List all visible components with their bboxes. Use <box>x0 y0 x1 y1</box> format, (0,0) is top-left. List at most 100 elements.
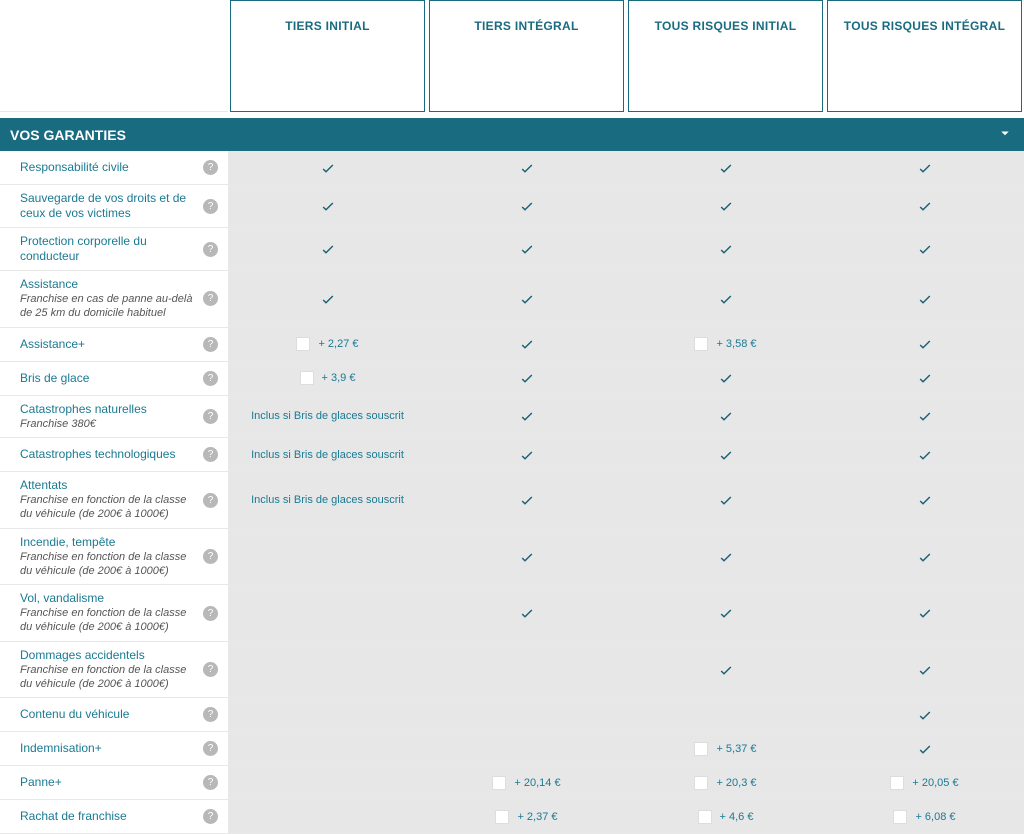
guarantee-label[interactable]: Contenu du véhicule <box>20 707 129 722</box>
cell-included <box>427 185 626 228</box>
guarantee-label[interactable]: Panne+ <box>20 775 62 790</box>
cell-included <box>825 328 1024 362</box>
option-checkbox[interactable] <box>694 742 708 756</box>
guarantee-label[interactable]: Assistance+ <box>20 337 85 352</box>
guarantee-label[interactable]: Protection corporelle du conducteur <box>20 234 195 264</box>
header-empty <box>0 0 228 112</box>
check-icon <box>917 336 933 352</box>
help-icon[interactable]: ? <box>203 409 218 424</box>
cell-included <box>825 438 1024 472</box>
guarantee-label-cell: Responsabilité civile? <box>0 151 228 185</box>
check-icon <box>917 707 933 723</box>
cell-included <box>825 185 1024 228</box>
cell-included <box>825 732 1024 766</box>
check-icon <box>718 291 734 307</box>
guarantee-label[interactable]: Assistance <box>20 277 195 292</box>
guarantee-label[interactable]: Dommages accidentels <box>20 648 195 663</box>
help-icon[interactable]: ? <box>203 199 218 214</box>
cell-included <box>825 362 1024 396</box>
check-icon <box>519 198 535 214</box>
cell-empty <box>228 800 427 834</box>
cell-included <box>825 151 1024 185</box>
check-icon <box>718 370 734 386</box>
check-icon <box>320 198 336 214</box>
cell-text: Inclus si Bris de glaces souscrit <box>228 396 427 439</box>
cell-text: Inclus si Bris de glaces souscrit <box>228 472 427 529</box>
cell-option: + 20,05 € <box>825 766 1024 800</box>
help-icon[interactable]: ? <box>203 707 218 722</box>
cell-included <box>626 362 825 396</box>
check-icon <box>718 408 734 424</box>
help-icon[interactable]: ? <box>203 337 218 352</box>
cell-empty <box>427 642 626 699</box>
cell-included <box>427 529 626 586</box>
guarantee-label[interactable]: Incendie, tempête <box>20 535 195 550</box>
check-icon <box>519 408 535 424</box>
check-icon <box>718 447 734 463</box>
cell-included <box>626 151 825 185</box>
check-icon <box>718 492 734 508</box>
option-checkbox[interactable] <box>492 776 506 790</box>
cell-text: Inclus si Bris de glaces souscrit <box>228 438 427 472</box>
help-icon[interactable]: ? <box>203 447 218 462</box>
guarantee-sublabel: Franchise en fonction de la classe du vé… <box>20 664 195 692</box>
cell-empty <box>626 698 825 732</box>
cell-included <box>427 585 626 642</box>
help-icon[interactable]: ? <box>203 160 218 175</box>
help-icon[interactable]: ? <box>203 549 218 564</box>
cell-included <box>825 472 1024 529</box>
cell-empty <box>228 529 427 586</box>
guarantee-label-cell: Indemnisation+? <box>0 732 228 766</box>
help-icon[interactable]: ? <box>203 662 218 677</box>
guarantee-label[interactable]: Attentats <box>20 478 195 493</box>
plan-header: TOUS RISQUES INITIAL <box>628 0 823 112</box>
section-header[interactable]: VOS GARANTIES <box>0 118 1024 151</box>
option-checkbox[interactable] <box>893 810 907 824</box>
check-icon <box>519 605 535 621</box>
cell-option: + 3,9 € <box>228 362 427 396</box>
option-checkbox[interactable] <box>495 810 509 824</box>
help-icon[interactable]: ? <box>203 741 218 756</box>
cell-included <box>825 585 1024 642</box>
cell-included <box>427 271 626 328</box>
help-icon[interactable]: ? <box>203 775 218 790</box>
cell-included <box>825 529 1024 586</box>
option-checkbox[interactable] <box>296 337 310 351</box>
option-checkbox[interactable] <box>698 810 712 824</box>
option-checkbox[interactable] <box>694 337 708 351</box>
check-icon <box>718 241 734 257</box>
cell-included <box>427 472 626 529</box>
guarantee-label-cell: AssistanceFranchise en cas de panne au-d… <box>0 271 228 328</box>
section-toggle[interactable] <box>996 124 1014 145</box>
help-icon[interactable]: ? <box>203 493 218 508</box>
plan-header: TIERS INITIAL <box>230 0 425 112</box>
check-icon <box>917 549 933 565</box>
guarantee-label[interactable]: Responsabilité civile <box>20 160 129 175</box>
guarantee-sublabel: Franchise en fonction de la classe du vé… <box>20 494 195 522</box>
check-icon <box>320 291 336 307</box>
help-icon[interactable]: ? <box>203 606 218 621</box>
guarantee-label-cell: Assistance+? <box>0 328 228 362</box>
guarantee-label[interactable]: Bris de glace <box>20 371 89 386</box>
cell-option: + 2,37 € <box>427 800 626 834</box>
guarantee-label[interactable]: Catastrophes naturelles <box>20 402 147 417</box>
guarantee-label[interactable]: Rachat de franchise <box>20 809 127 824</box>
option-price: + 4,6 € <box>720 811 754 823</box>
option-price: + 6,08 € <box>915 811 955 823</box>
guarantee-label[interactable]: Catastrophes technologiques <box>20 447 175 462</box>
guarantee-label[interactable]: Sauvegarde de vos droits et de ceux de v… <box>20 191 195 221</box>
option-checkbox[interactable] <box>694 776 708 790</box>
help-icon[interactable]: ? <box>203 371 218 386</box>
guarantee-label[interactable]: Vol, vandalisme <box>20 591 195 606</box>
cell-included <box>427 396 626 439</box>
check-icon <box>917 160 933 176</box>
guarantee-label[interactable]: Indemnisation+ <box>20 741 102 756</box>
help-icon[interactable]: ? <box>203 242 218 257</box>
option-checkbox[interactable] <box>300 371 314 385</box>
check-icon <box>917 370 933 386</box>
option-checkbox[interactable] <box>890 776 904 790</box>
help-icon[interactable]: ? <box>203 291 218 306</box>
check-icon <box>917 605 933 621</box>
help-icon[interactable]: ? <box>203 809 218 824</box>
cell-empty <box>228 585 427 642</box>
